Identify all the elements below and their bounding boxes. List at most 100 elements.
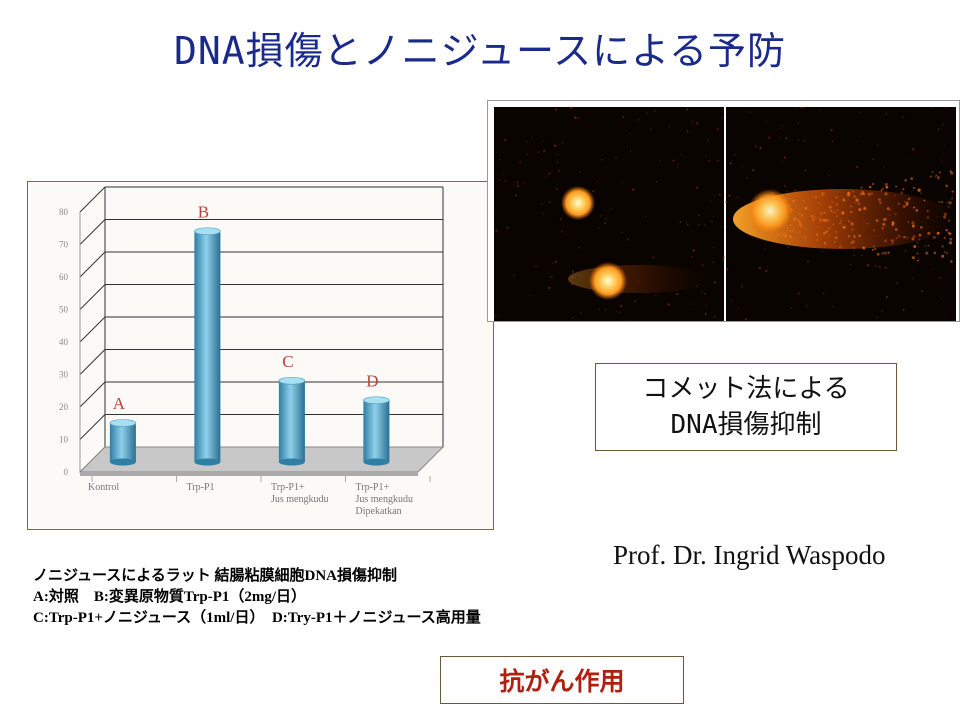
speckle [698, 223, 700, 226]
speckle [703, 224, 706, 227]
tail-speckle [927, 231, 931, 235]
tail-speckle [836, 209, 839, 212]
speckle [531, 137, 533, 139]
tail-speckle [858, 234, 861, 238]
speckle [692, 249, 695, 252]
speckle [705, 155, 707, 157]
tail-speckle [852, 190, 855, 193]
speckle [768, 136, 771, 139]
y-tick-label: 40 [59, 337, 69, 347]
tail-speckle [913, 206, 916, 209]
speckle [616, 311, 618, 313]
tail-speckle [881, 226, 885, 230]
speckle [797, 293, 799, 295]
speckle [913, 267, 915, 269]
speckle [515, 194, 518, 197]
tail-speckle [849, 205, 852, 208]
speckle [504, 179, 507, 182]
speckle [885, 296, 888, 299]
bar-base [278, 458, 305, 466]
speckle [599, 214, 603, 218]
x-tick-label: Jus mengkudu [271, 494, 329, 505]
tail-speckle [781, 232, 784, 235]
tail-speckle [918, 233, 922, 237]
speckle [499, 158, 501, 161]
speckle [876, 144, 879, 146]
speckle [737, 308, 739, 310]
speckle [904, 249, 907, 252]
tail-speckle [803, 235, 807, 239]
tail-speckle [880, 189, 883, 192]
tail-speckle [938, 171, 941, 174]
tail-speckle [830, 209, 833, 212]
speckle [654, 294, 657, 297]
speckle [516, 181, 519, 184]
author-name: Prof. Dr. Ingrid Waspodo [613, 540, 886, 570]
speckle [724, 200, 728, 204]
tail-speckle [834, 236, 838, 240]
tail-speckle [800, 216, 802, 218]
speckle [871, 157, 875, 161]
tail-speckle [815, 233, 819, 236]
speckle [818, 109, 821, 111]
speckle [884, 266, 887, 269]
tail-speckle [936, 231, 940, 235]
tail-speckle [877, 198, 881, 202]
tail-speckle [872, 183, 875, 186]
speckle [795, 108, 797, 110]
tail-speckle [820, 212, 824, 215]
tail-speckle [905, 203, 909, 206]
tail-speckle [834, 211, 836, 214]
tail-speckle [941, 254, 944, 258]
speckle [618, 311, 621, 314]
y-tick-label: 0 [64, 467, 69, 477]
speckle [874, 265, 877, 267]
tail-speckle [818, 202, 821, 205]
tail-speckle [902, 188, 905, 191]
speckle [712, 215, 715, 218]
speckle [686, 223, 689, 226]
tail-speckle [804, 227, 807, 230]
comet-short-tail [568, 265, 708, 293]
tail-speckle [948, 241, 953, 245]
speckle [802, 106, 804, 109]
y-tick-label: 20 [59, 402, 69, 412]
speckle [560, 230, 563, 233]
speckle [691, 255, 694, 259]
tail-speckle [910, 177, 914, 181]
tail-speckle [938, 200, 941, 204]
speckle [946, 205, 948, 207]
tail-speckle [879, 201, 882, 204]
tail-speckle [847, 220, 850, 223]
speckle [934, 175, 937, 178]
tail-speckle [885, 185, 889, 189]
speckle [717, 159, 719, 162]
bar-chart-svg: 0 10 20 30 40 50 60 70 80 A B C D Kontrol Trp-P1 Trp-P1… [59, 186, 445, 517]
tail-speckle [911, 221, 915, 225]
speckle [548, 200, 551, 204]
speckle [741, 283, 744, 286]
tail-speckle [911, 256, 915, 260]
speckle [718, 193, 721, 196]
speckle [734, 154, 736, 156]
bar-base [194, 458, 221, 466]
tail-speckle [839, 219, 842, 222]
speckle [719, 226, 722, 228]
speckle [806, 305, 808, 307]
tail-speckle [827, 226, 831, 230]
tail-speckle [776, 233, 780, 236]
speckle [610, 207, 612, 210]
tail-speckle [902, 205, 906, 208]
tail-speckle [915, 209, 919, 212]
speckle [710, 220, 713, 223]
tail-speckle [884, 192, 888, 196]
speckle [729, 162, 732, 165]
tail-speckle [793, 226, 796, 229]
tail-speckle [855, 198, 859, 202]
tail-speckle [932, 235, 936, 239]
tail-speckle [945, 184, 949, 188]
tail-speckle [913, 245, 917, 249]
speckle [797, 138, 800, 141]
speckle [680, 153, 682, 156]
bar [194, 231, 221, 462]
